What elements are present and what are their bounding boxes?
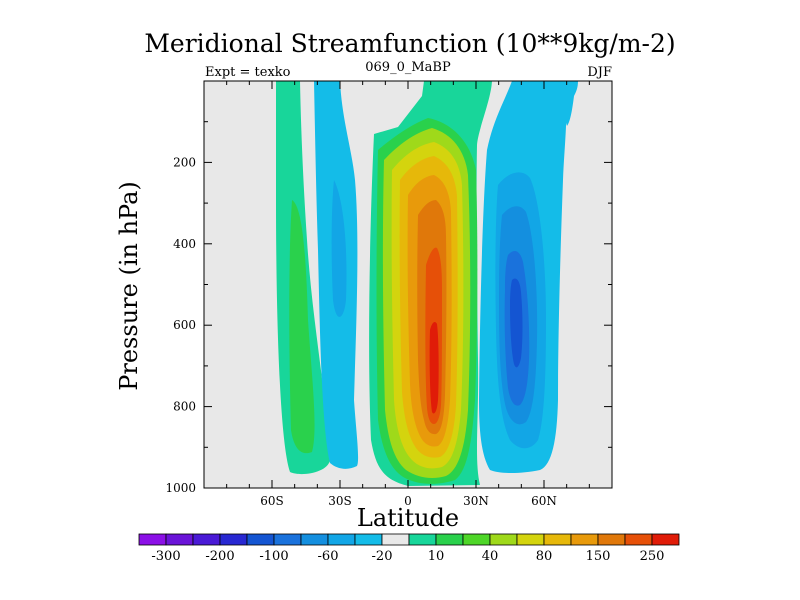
colorbar-label: 250	[640, 549, 665, 564]
x-tick-label: 0	[404, 494, 412, 508]
y-axis: 200 400 600 800 1000	[165, 121, 612, 495]
colorbar-swatch	[327, 533, 356, 546]
x-tick-label: 60N	[531, 494, 557, 508]
colorbar-swatch	[246, 533, 275, 546]
colorbar-swatch	[570, 533, 599, 546]
colorbar-swatch	[624, 533, 653, 546]
x-axis: 60S 30S 0 30N 60N	[226, 81, 590, 508]
x-tick-label: 30S	[328, 494, 352, 508]
colorbar-label: 10	[428, 549, 445, 564]
colorbar-swatch	[273, 533, 302, 546]
chart-title: Meridional Streamfunction (10**9kg/m-2)	[144, 29, 675, 58]
x-tick-label: 30N	[463, 494, 489, 508]
colorbar-swatch	[300, 533, 329, 546]
colorbar-swatch	[192, 533, 221, 546]
y-tick-label: 600	[173, 318, 196, 332]
colorbar-swatch	[138, 533, 167, 546]
contour-layer	[276, 81, 578, 486]
y-axis-label: Pressure (in hPa)	[115, 181, 143, 391]
contour-northern-high-10	[563, 81, 578, 126]
contour-southern-ferrel-20	[331, 180, 347, 317]
chart-subtitle-right: DJF	[587, 65, 612, 80]
colorbar-swatch	[462, 533, 491, 546]
contour-hadley-300	[429, 322, 439, 414]
colorbar-swatch	[597, 533, 626, 546]
y-tick-label: 1000	[165, 481, 196, 495]
colorbar-swatch	[516, 533, 545, 546]
contour-southern-polar-20	[289, 200, 315, 454]
colorbar-label: -200	[205, 549, 234, 564]
colorbar-swatch	[354, 533, 383, 546]
colorbar-label: 80	[536, 549, 553, 564]
colorbar-swatch	[408, 533, 437, 546]
colorbar-swatch	[435, 533, 464, 546]
colorbar-label: 40	[482, 549, 499, 564]
colorbar-swatch	[165, 533, 194, 546]
colorbar-swatch	[381, 533, 410, 546]
chart-subtitle-left: Expt = texko	[205, 65, 291, 80]
chart-subtitle-center: 069_0_MaBP	[365, 60, 451, 75]
colorbar-label: -20	[372, 549, 393, 564]
y-tick-label: 400	[173, 237, 196, 251]
colorbar-swatch	[219, 533, 248, 546]
colorbar-label: -100	[259, 549, 288, 564]
x-axis-label: Latitude	[357, 504, 459, 532]
x-tick-label: 60S	[260, 494, 284, 508]
colorbar-swatch	[651, 533, 680, 546]
colorbar-label: -300	[151, 549, 180, 564]
colorbar-swatch	[543, 533, 572, 546]
colorbar-label: 150	[586, 549, 611, 564]
colorbar: -300 -200 -100 -60 -20 10 40 80 150 250	[138, 533, 680, 564]
contour-northern-ferrel-80	[510, 278, 523, 368]
colorbar-label: -60	[318, 549, 339, 564]
colorbar-swatch	[489, 533, 518, 546]
y-tick-label: 800	[173, 400, 196, 414]
y-tick-label: 200	[173, 155, 196, 169]
